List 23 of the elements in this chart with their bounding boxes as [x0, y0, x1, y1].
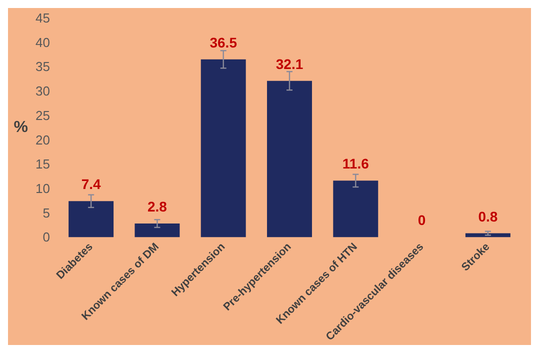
y-tick-label: 40	[36, 34, 50, 50]
y-axis-title: %	[14, 119, 28, 136]
y-tick-label: 30	[36, 84, 50, 99]
bar	[267, 80, 312, 238]
data-label: 11.6	[342, 156, 370, 172]
bar	[134, 224, 180, 238]
y-tick-label: 45	[36, 10, 50, 26]
bar	[200, 59, 246, 238]
data-label: 0.8	[478, 208, 498, 224]
data-label: 32.1	[276, 56, 304, 72]
bar	[68, 201, 114, 238]
y-tick-label: 20	[36, 132, 50, 148]
data-label: 36.5	[210, 34, 238, 50]
data-label: 7.4	[81, 176, 102, 192]
y-tick-label: 0	[42, 230, 50, 245]
y-tick-label: 5	[42, 205, 50, 220]
bar	[333, 180, 378, 238]
y-tick-label: 10	[36, 180, 50, 196]
y-tick-label: 35	[36, 59, 50, 74]
y-tick-label: 15	[36, 156, 50, 172]
data-label: 2.8	[147, 198, 168, 215]
data-label: 0	[418, 212, 426, 228]
y-tick-label: 25	[36, 108, 50, 123]
